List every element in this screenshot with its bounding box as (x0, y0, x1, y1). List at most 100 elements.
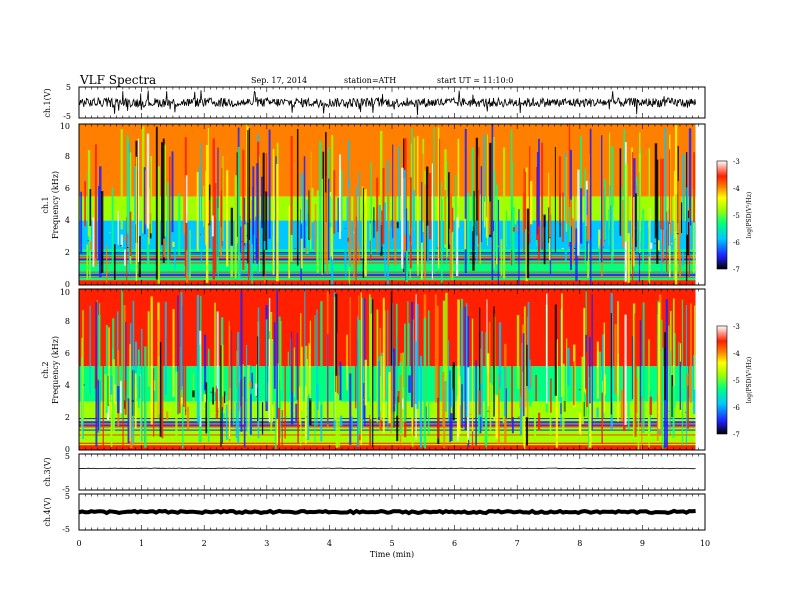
spec1-streak (408, 252, 411, 254)
spec1-streak (653, 242, 657, 244)
x-tick-label-4: 4 (327, 539, 332, 548)
spec1-streak (623, 128, 626, 242)
spec2-streak (442, 371, 445, 427)
spec1-streak (497, 199, 500, 285)
spec2-streak (198, 416, 200, 423)
spec1-streak (248, 187, 250, 281)
spec2-streak (340, 415, 343, 427)
spec2-streak (588, 377, 590, 449)
spec1-streak (248, 128, 251, 241)
ch1-cb-tick-m6: -6 (733, 239, 740, 247)
spec2-streak (392, 348, 396, 412)
spec2-streak (649, 374, 651, 408)
spec2-streak (339, 361, 342, 401)
spec1-streak (294, 248, 297, 250)
spec1-streak (309, 128, 312, 239)
ch2-cb-tick-m6: -6 (733, 404, 740, 412)
spec1-streak (566, 145, 569, 224)
spec1-streak (148, 162, 151, 224)
spec2-streak (560, 403, 562, 415)
start-time-label: start UT = 11:10:0 (437, 76, 513, 85)
spec1-streak (347, 237, 350, 242)
spec2-nodata (695, 289, 705, 450)
ch1-ytick-6: 6 (65, 184, 70, 193)
spec1-streak (575, 228, 578, 281)
spec1-streak (457, 138, 460, 228)
spec1-streak (126, 247, 129, 249)
spec2-streak (493, 306, 495, 417)
spec2-streak (358, 319, 361, 435)
spec2-streak (678, 342, 680, 400)
spec2-streak (471, 318, 474, 432)
spec2-streak (484, 376, 488, 445)
spec1-streak (240, 226, 242, 253)
spec1-streak (467, 192, 470, 265)
spec1-streak (486, 151, 488, 229)
spec1-streak (392, 144, 394, 239)
ch4-ytick-bottom: -5 (62, 525, 70, 534)
spec1-streak (692, 189, 695, 273)
spec1-streak (677, 180, 680, 260)
spec2-streak (380, 355, 383, 420)
spec1-streak (120, 245, 123, 247)
spec1-streak (426, 225, 429, 264)
spec1-streak (325, 132, 327, 223)
spec2-streak (216, 311, 219, 408)
spec1-streak (296, 128, 299, 266)
spec2-streak (109, 400, 112, 402)
spec1-streak (621, 187, 623, 235)
spec2-streak (390, 365, 393, 428)
spec2-streak (526, 344, 528, 387)
spec2-streak (496, 381, 499, 396)
spec2-streak (161, 334, 164, 439)
spec2-streak (316, 384, 319, 410)
spec1-streak (541, 142, 544, 250)
spec2-streak (180, 397, 183, 405)
spec2-streak (255, 364, 258, 388)
spec2-streak (489, 382, 492, 432)
spec2-streak (402, 352, 404, 432)
spec2-streak (480, 348, 483, 408)
spec2-streak (511, 417, 514, 434)
spec1-streak (89, 189, 92, 226)
spec1-streak (411, 128, 413, 229)
spec1-streak (163, 238, 166, 258)
spec1-streak (290, 135, 293, 235)
spec1-streak (543, 215, 546, 265)
x-tick-label-2: 2 (202, 539, 207, 548)
spec1-streak (271, 221, 273, 236)
spec1-streak (464, 128, 467, 274)
spec1-streak (331, 135, 334, 245)
spec2-streak (335, 375, 339, 448)
spec2-streak (185, 409, 187, 411)
spec2-streak (533, 402, 536, 443)
spec2-streak (247, 365, 250, 438)
spec1-streak (661, 158, 664, 262)
spec1-streak (632, 237, 634, 256)
spec2-streak (168, 409, 171, 411)
spec2-streak (327, 333, 329, 425)
spec1-streak (92, 217, 95, 267)
spec1-streak (494, 170, 496, 257)
spec2-streak (402, 398, 404, 409)
spec1-streak (305, 247, 308, 254)
spec2-streak (419, 355, 423, 448)
spec2-streak (320, 405, 323, 442)
spec2-streak (272, 340, 274, 405)
spec1-streak (409, 177, 412, 269)
spec2-streak (498, 322, 502, 388)
spec2-streak (242, 364, 244, 422)
spec2-streak (237, 332, 240, 444)
spec2-streak (361, 297, 364, 429)
spec1-streak (174, 241, 176, 270)
ch1-ytick-2: 2 (65, 248, 70, 257)
spec2-streak (147, 311, 150, 387)
spec2-streak (679, 361, 682, 410)
spec1-streak (306, 199, 308, 227)
spec2-streak (172, 309, 175, 397)
spec1-streak (496, 184, 498, 259)
spec1-streak (512, 227, 515, 232)
spec2-streak (112, 359, 115, 433)
spec1-streak (437, 127, 440, 269)
spec2-streak (83, 383, 85, 386)
